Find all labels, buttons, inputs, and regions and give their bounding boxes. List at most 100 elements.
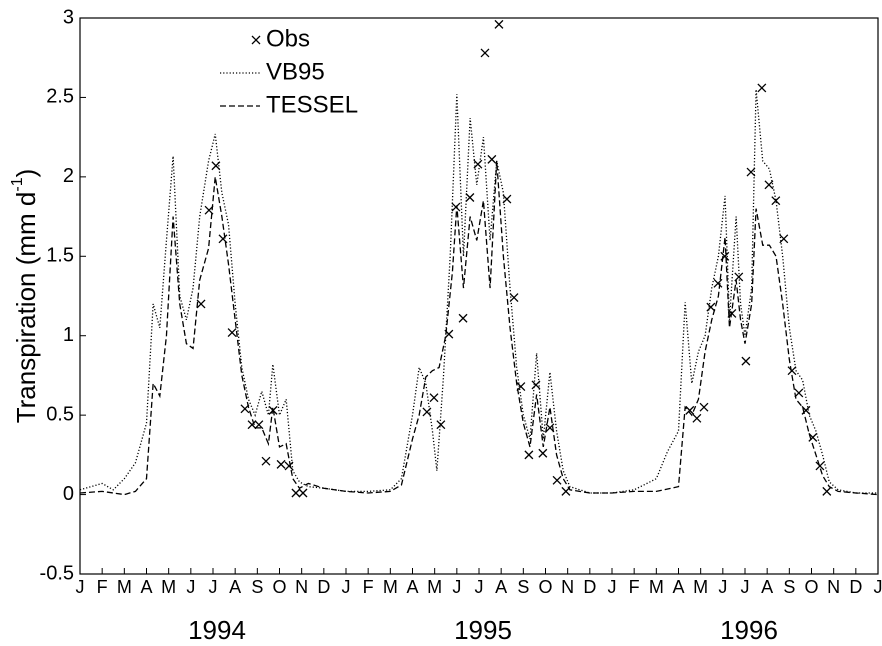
marker-stroke: [227, 328, 237, 337]
obs-marker: [261, 456, 271, 466]
marker-stroke: [822, 486, 832, 496]
x-tick-label: N: [295, 577, 308, 597]
x-tick-label: J: [209, 577, 218, 597]
obs-marker: [494, 19, 504, 29]
marker-stroke: [204, 205, 214, 215]
marker-stroke: [291, 488, 301, 498]
marker-stroke: [764, 180, 774, 190]
marker-stroke: [685, 405, 695, 415]
obs-marker: [685, 405, 695, 415]
obs-marker: [429, 393, 439, 403]
x-tick-label: A: [229, 577, 241, 597]
marker-stroke: [451, 202, 461, 212]
obs-marker: [692, 413, 702, 423]
y-axis-label: Transpiration (mm d-1): [9, 169, 41, 424]
marker-stroke: [552, 475, 562, 485]
x-tick-label: N: [561, 577, 574, 597]
x-tick-label: J: [342, 577, 351, 597]
x-tick-label: O: [804, 577, 818, 597]
x-tick-label: A: [672, 577, 684, 597]
obs-marker: [436, 420, 446, 430]
obs-marker: [196, 299, 206, 309]
series-line: [79, 89, 878, 494]
x-tick-label: D: [583, 577, 596, 597]
marker-stroke: [487, 154, 497, 164]
obs-marker: [552, 475, 562, 485]
y-label-sup: -1: [9, 177, 26, 191]
obs-marker: [276, 459, 286, 469]
obs-marker: [808, 432, 818, 442]
marker-stroke: [779, 234, 789, 244]
marker-stroke: [429, 393, 439, 403]
x-tick-label: O: [272, 577, 286, 597]
obs-marker: [473, 159, 483, 169]
obs-marker: [458, 313, 468, 323]
marker-stroke: [808, 432, 818, 442]
obs-marker: [699, 402, 709, 412]
marker-stroke: [276, 459, 286, 469]
marker-stroke: [545, 423, 555, 433]
marker-stroke: [218, 234, 228, 244]
obs-marker: [451, 202, 461, 212]
obs-marker: [779, 234, 789, 244]
x-tick-label: J: [741, 577, 750, 597]
x-tick-label: D: [317, 577, 330, 597]
obs-marker: [502, 194, 512, 204]
obs-marker: [794, 388, 804, 398]
marker-stroke: [247, 420, 257, 430]
marker-stroke: [251, 35, 261, 45]
obs-marker: [480, 48, 490, 58]
y-tick-label: 1: [63, 324, 74, 346]
obs-marker: [771, 196, 781, 206]
x-tick-label: J: [608, 577, 617, 597]
y-tick-label: 1.5: [46, 245, 74, 267]
x-tick-label: S: [251, 577, 263, 597]
obs-marker: [822, 486, 832, 496]
y-label-end: ): [11, 169, 41, 178]
marker-stroke: [436, 420, 446, 430]
x-tick-label: F: [629, 577, 640, 597]
x-tick-label: A: [495, 577, 507, 597]
marker-stroke: [465, 193, 475, 202]
obs-marker: [227, 328, 237, 337]
marker-stroke: [692, 413, 702, 423]
marker-stroke: [699, 402, 709, 412]
plot-frame: [79, 17, 879, 575]
obs-marker: [487, 154, 497, 164]
x-tick-label: M: [693, 577, 708, 597]
marker-stroke: [771, 196, 781, 206]
y-tick-label: 2.5: [46, 86, 74, 108]
y-tick-label: -0.5: [40, 562, 74, 584]
legend-label: TESSEL: [266, 91, 358, 118]
x-tick-label: A: [140, 577, 152, 597]
obs-marker: [251, 35, 261, 45]
marker-stroke: [473, 159, 483, 169]
obs-marker: [713, 278, 723, 288]
obs-marker: [741, 356, 751, 366]
marker-stroke: [538, 448, 548, 458]
x-tick-label: N: [827, 577, 840, 597]
marker-stroke: [713, 278, 723, 288]
marker-stroke: [746, 167, 756, 177]
x-tick-label: M: [649, 577, 664, 597]
marker-stroke: [458, 313, 468, 323]
marker-stroke: [524, 450, 534, 460]
obs-marker: [764, 180, 774, 190]
series-line: [79, 160, 879, 496]
marker-stroke: [757, 83, 767, 93]
x-tick-label: J: [874, 577, 882, 597]
marker-stroke: [494, 19, 504, 29]
year-label: 1995: [454, 615, 512, 645]
x-tick-label: A: [406, 577, 418, 597]
marker-stroke: [298, 488, 308, 498]
y-tick-label: 0.5: [46, 403, 74, 425]
obs-marker: [538, 448, 548, 458]
x-tick-label: D: [849, 577, 862, 597]
marker-stroke: [787, 366, 797, 376]
legend-label: VB95: [266, 58, 325, 85]
x-tick-label: J: [718, 577, 727, 597]
y-tick-label: 3: [63, 6, 74, 28]
x-tick-label: M: [427, 577, 442, 597]
obs-marker: [247, 420, 257, 430]
